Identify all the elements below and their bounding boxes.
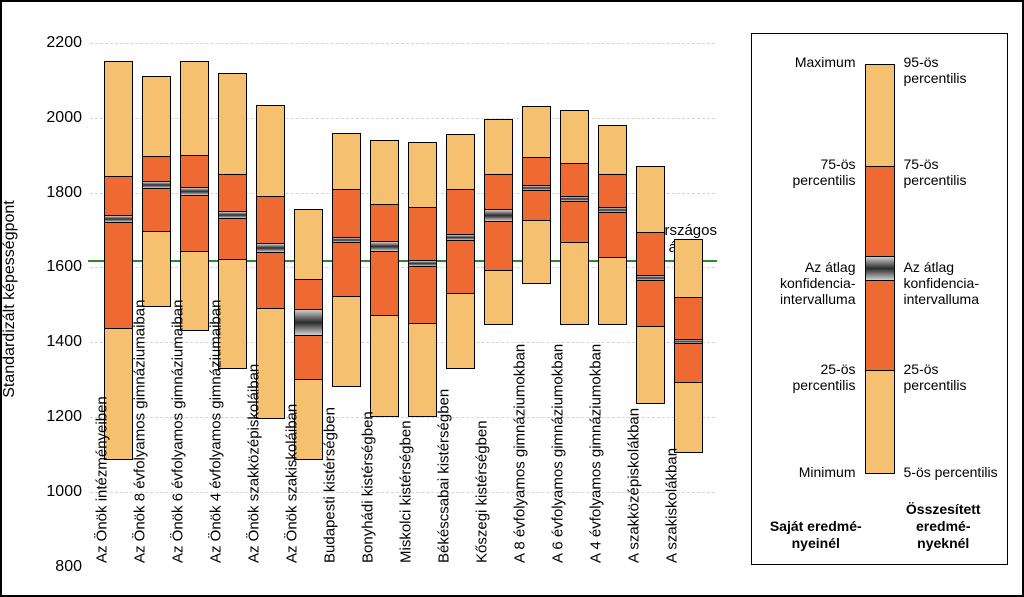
y-tick-label: 1600	[46, 258, 82, 276]
candle-ci	[332, 237, 361, 243]
legend-left-p75: 75-ös percentilis	[756, 156, 856, 188]
candle-ci	[142, 181, 171, 188]
candle-iqr	[446, 189, 475, 294]
series: A szakközépiskolákban	[636, 24, 665, 567]
y-tick-label: 1200	[46, 408, 82, 426]
legend-right-top: 95-ös percentilis	[904, 54, 1004, 86]
y-tick-label: 1000	[46, 483, 82, 501]
category-label: Békéscsabai kistérségben	[435, 389, 452, 563]
legend-left-top: Maximum	[795, 54, 856, 70]
series: Az Önök szakközépiskoláiban	[256, 24, 285, 567]
legend-right-ci: Az átlag konfidencia-intervalluma	[904, 259, 1004, 307]
candle-ci	[522, 185, 551, 191]
y-tick-label: 1800	[46, 184, 82, 202]
category-label: Kőszegi kistérségben	[473, 420, 490, 563]
candle-ci	[560, 196, 589, 202]
legend-right-bottom: 5-ös percentilis	[904, 464, 998, 480]
y-tick-label: 800	[55, 558, 82, 576]
y-axis-label: Standardizált képességpont	[1, 200, 19, 397]
category-label: A 6 évfolyamos gimnáziumokban	[549, 344, 566, 563]
category-label: Budapesti kistérségben	[321, 407, 338, 563]
legend-left-ci: Az átlag konfidencia-intervalluma	[756, 259, 856, 307]
category-label: Bonyhádi kistérségben	[359, 411, 376, 563]
series: Budapesti kistérségben	[332, 24, 361, 567]
candle-iqr	[180, 155, 209, 252]
candle-ci	[218, 211, 247, 218]
legend-ci	[865, 256, 895, 281]
legend-right-p25: 25-ös percentilis	[904, 361, 1004, 393]
candle-ci	[370, 241, 399, 252]
candle-iqr	[332, 189, 361, 298]
category-label: Az Önök 8 évfolyamos gimnáziumaiban	[131, 300, 148, 563]
series: A szakiskolákban	[674, 24, 703, 567]
series: Az Önök intézményeiben	[104, 24, 133, 567]
candle-ci	[446, 234, 475, 241]
chart-pane: Standardizált képességpont 8001000120014…	[2, 2, 737, 595]
y-tick-label: 2200	[46, 34, 82, 52]
candle-iqr	[104, 176, 133, 330]
candle-ci	[104, 215, 133, 223]
candle-ci	[180, 187, 209, 196]
category-label: A szakközépiskolákban	[625, 408, 642, 563]
legend-box: Maximum 75-ös percentilis Az átlag konfide…	[751, 33, 1008, 565]
category-label: Az Önök szakközépiskoláiban	[245, 364, 262, 563]
candle-ci	[598, 207, 627, 213]
series: A 6 évfolyamos gimnáziumokban	[560, 24, 589, 567]
legend-title-right: Összesített eredmé-nyeknél	[880, 501, 1008, 551]
series: A 4 évfolyamos gimnáziumokban	[598, 24, 627, 567]
candle-iqr	[370, 204, 399, 316]
plot-area: 8001000120014001600180020002200Országosá…	[90, 24, 715, 567]
candle-iqr	[142, 156, 171, 232]
series: Békéscsabai kistérségben	[446, 24, 475, 567]
category-label: A szakiskolákban	[663, 448, 680, 563]
category-label: Az Önök 4 évfolyamos gimnáziumaiban	[207, 300, 224, 563]
category-label: Miskolci kistérségben	[397, 420, 414, 563]
legend-left-bottom: Minimum	[799, 464, 856, 480]
candle-ci	[674, 339, 703, 345]
legend-pane: Maximum 75-ös percentilis Az átlag konfide…	[737, 2, 1022, 595]
candle-iqr	[484, 174, 513, 271]
category-label: A 4 évfolyamos gimnáziumokban	[587, 344, 604, 563]
category-label: Az Önök szakiskoláiban	[283, 404, 300, 563]
series: Kőszegi kistérségben	[484, 24, 513, 567]
candle-ci	[636, 275, 665, 281]
candle-iqr	[598, 174, 627, 258]
y-tick-label: 1400	[46, 333, 82, 351]
series: Az Önök szakiskoláiban	[294, 24, 323, 567]
figure-frame: Standardizált képességpont 8001000120014…	[0, 0, 1024, 597]
legend-left-p25: 25-ös percentilis	[756, 361, 856, 393]
legend-title-left: Saját eredmé-nyeinél	[752, 518, 880, 552]
series: Az Önök 6 évfolyamos gimnáziumaiban	[180, 24, 209, 567]
candle-ci	[484, 209, 513, 222]
candle-ci	[294, 309, 323, 336]
series: Miskolci kistérségben	[408, 24, 437, 567]
series: Az Önök 8 évfolyamos gimnáziumaiban	[142, 24, 171, 567]
legend-right-p75: 75-ös percentilis	[904, 156, 1004, 188]
series: A 8 évfolyamos gimnáziumokban	[522, 24, 551, 567]
legend-bar	[865, 64, 895, 474]
category-label: A 8 évfolyamos gimnáziumokban	[511, 344, 528, 563]
series: Bonyhádi kistérségben	[370, 24, 399, 567]
candle-ci	[408, 260, 437, 267]
category-label: Az Önök intézményeiben	[93, 396, 110, 563]
candle-iqr	[560, 163, 589, 244]
y-tick-label: 2000	[46, 109, 82, 127]
candle-ci	[256, 243, 285, 253]
category-label: Az Önök 6 évfolyamos gimnáziumaiban	[169, 300, 186, 563]
series: Az Önök 4 évfolyamos gimnáziumaiban	[218, 24, 247, 567]
